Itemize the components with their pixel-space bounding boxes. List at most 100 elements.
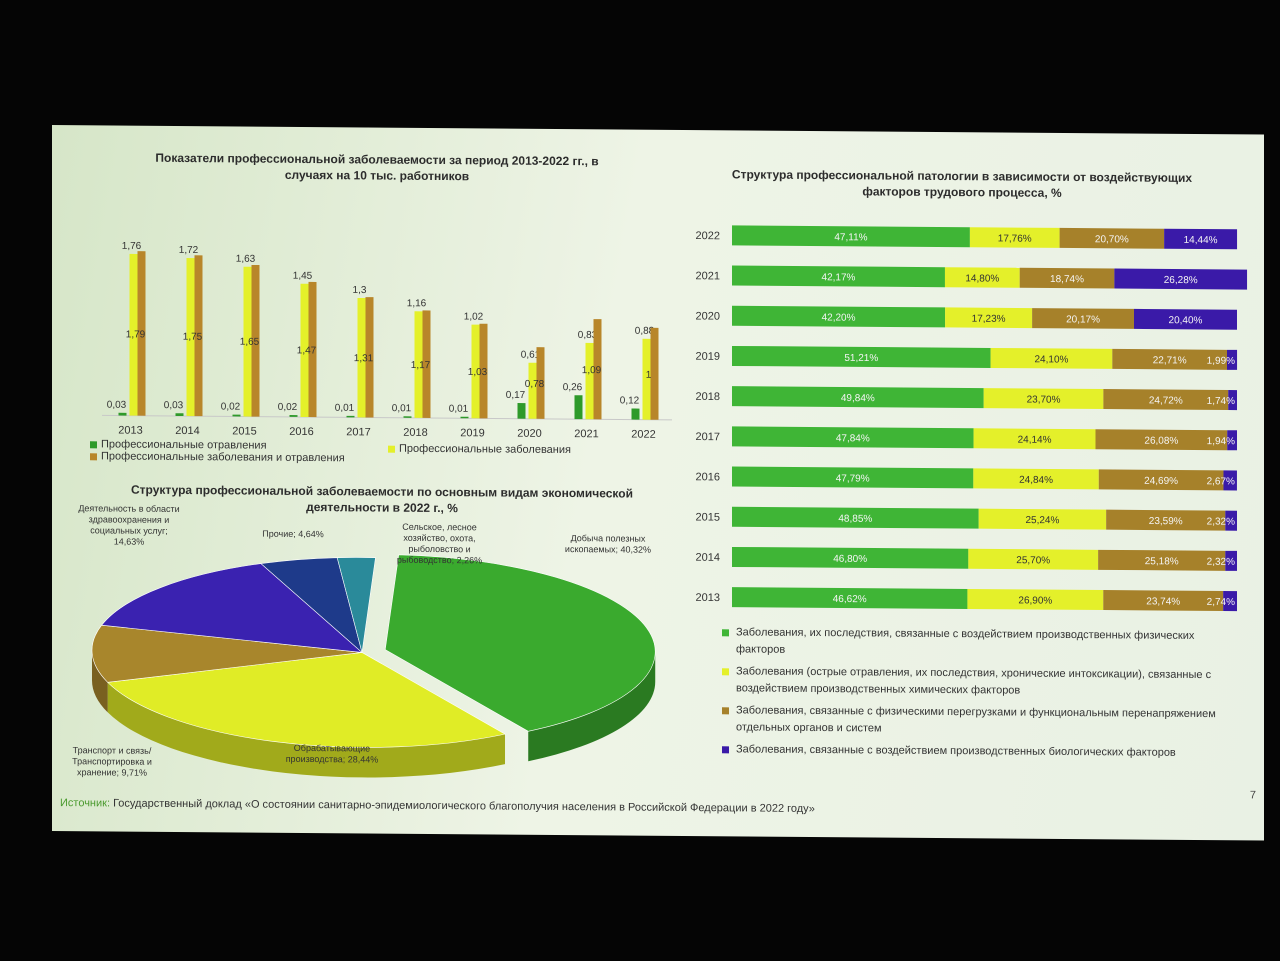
hbar-label-2019-series-1: 24,10% [1035,354,1069,365]
bar-label-2019-series-0: 0,01 [449,404,469,415]
hbar-label-2018-series-1: 23,70% [1027,394,1061,405]
legend-text: Заболевания (острые отравления, их после… [736,665,1212,697]
hbar-segment-2014-series-1 [968,548,1099,570]
bar-chart-title: Показатели профессиональной заболеваемос… [155,150,599,184]
bar-2018-series-2 [422,310,431,418]
bar-label-2020-series-2: 0,78 [525,379,545,390]
hbar-label-2018-series-0: 49,84% [841,393,875,404]
bar-label-2014-series-2: 1,75 [183,332,203,343]
bar-2016-series-0 [289,415,298,417]
bar-2013-series-0 [118,412,127,416]
hbar-segment-2021-series-2 [1019,267,1115,289]
hbar-segment-2018-series-1 [983,388,1104,410]
hbar-legend-item-0: Заболевания, их последствия, связанные с… [722,624,1242,662]
hbar-label-2016-series-1: 24,84% [1019,475,1053,486]
hbar-label-2013-series-2: 23,74% [1146,596,1180,607]
pie-slice-5 [336,557,376,653]
hbar-segment-2014-series-2 [1098,549,1226,571]
hbar-legend-item-1: Заболевания (острые отравления, их после… [722,663,1242,701]
hbar-label-2019-series-2: 22,71% [1153,355,1187,366]
hbar-label-2020-series-0: 42,20% [822,312,856,323]
bar-label-2013-series-0: 0,03 [107,400,127,411]
hbar-segment-2015-series-2 [1106,509,1226,531]
occupational-morbidity-bar-chart: 0,03 1,76 1,79 2013 0,03 1,72 1,75 2014 0,02 1,63… [102,241,672,441]
hbar-label-2020-series-2: 20,17% [1066,314,1100,325]
bar-label-2017-series-0: 0,01 [335,403,355,414]
bar-label-2021-series-0: 0,26 [563,382,583,393]
bar-label-2013-series-2: 1,79 [126,329,146,340]
x-tick-2013: 2013 [118,425,142,437]
hbar-segment-2017-series-3 [1227,430,1238,451]
source-label: Источник: [60,797,111,810]
hbar-segment-2022-series-1 [969,227,1060,248]
bar-2019-series-1 [471,324,480,419]
hbar-legend-item-3: Заболевания, связанные с воздействием пр… [722,741,1242,762]
hbar-segment-2021-series-3 [1114,268,1248,290]
bar-2018-series-1 [414,311,423,418]
y-tick-2018: 2018 [696,391,720,403]
hbar-label-2022-series-1: 17,76% [998,233,1032,244]
bar-label-2015-series-2: 1,65 [240,337,260,348]
y-tick-2014: 2014 [696,552,720,564]
hbar-segment-2021-series-0 [732,265,945,288]
pie-side-1 [107,682,506,778]
bar-2020-series-0 [517,403,526,419]
bar-2022-series-2 [650,327,659,420]
hbar-segment-2013-series-1 [967,588,1104,611]
bar-2017-series-1 [357,297,366,418]
y-tick-2019: 2019 [696,351,720,363]
hbar-segment-2020-series-1 [945,307,1033,329]
bar-label-2022-series-0: 0,12 [620,395,640,406]
x-tick-2015: 2015 [232,425,256,437]
y-tick-2020: 2020 [696,310,720,322]
bar-label-2017-series-1: 1,3 [353,285,367,296]
hbar-segment-2015-series-3 [1225,510,1237,531]
bar-label-2018-series-2: 1,17 [411,360,431,371]
hbar-label-2021-series-2: 18,74% [1050,274,1084,285]
hbar-segment-2020-series-0 [732,305,946,328]
bar-label-2016-series-1: 1,45 [293,271,313,282]
bar-2014-series-1 [186,258,195,417]
bar-2021-series-1 [585,342,594,420]
hbar-label-2014-series-2: 25,18% [1145,556,1179,567]
legend-text: Заболевания, их последствия, связанные с… [736,626,1195,656]
legend-swatch [722,668,729,676]
hbar-segment-2019-series-2 [1112,348,1228,370]
bar-2018-series-0 [403,416,412,418]
hbar-label-2018-series-3: 1,74% [1207,396,1235,407]
pie-label-other: Прочие; 4,64% [262,528,324,540]
bar-2017-series-0 [346,415,355,418]
hbar-segment-2014-series-3 [1225,550,1237,571]
hbar-label-2022-series-0: 47,11% [834,232,867,243]
x-tick-2019: 2019 [460,427,484,439]
hbar-label-2021-series-1: 14,80% [965,273,999,284]
bar-2015-series-2 [251,264,260,417]
hbar-label-2014-series-0: 46,80% [833,554,867,565]
bar-label-2015-series-1: 1,63 [236,254,256,265]
bar-label-2018-series-1: 1,16 [407,298,427,309]
hbar-segment-2018-series-0 [732,386,984,409]
x-tick-2018: 2018 [403,427,427,439]
hbar-label-2015-series-0: 48,85% [838,514,872,525]
hbar-segment-2017-series-1 [973,428,1096,450]
hbar-label-2018-series-2: 24,72% [1149,395,1183,406]
pie-label-transport: Транспорт и связь/ Транспортировка и хра… [72,745,152,778]
hbar-label-2014-series-3: 2,32% [1207,557,1235,568]
x-tick-2022: 2022 [631,429,655,441]
hbar-label-2021-series-0: 42,17% [822,272,856,283]
x-tick-2017: 2017 [346,426,370,438]
pie-side-2 [92,650,108,713]
economic-activity-pie-chart [91,554,656,778]
legend-swatch [722,629,729,637]
bar-2014-series-2 [194,255,203,417]
hbar-segment-2013-series-3 [1223,590,1238,612]
hbar-label-2013-series-3: 2,74% [1207,597,1235,608]
hbar-segment-2015-series-1 [978,508,1107,530]
hbar-segment-2021-series-1 [944,267,1020,288]
hbar-label-2021-series-3: 26,28% [1164,275,1198,286]
pie-label-manufacturing: Обрабатывающие производства; 28,44% [285,742,379,765]
hbar-label-2019-series-3: 1,99% [1207,356,1235,367]
hbar-label-2017-series-0: 47,84% [836,433,870,444]
hbar-label-2016-series-0: 47,79% [836,473,870,484]
hbar-segment-2020-series-2 [1032,308,1134,329]
